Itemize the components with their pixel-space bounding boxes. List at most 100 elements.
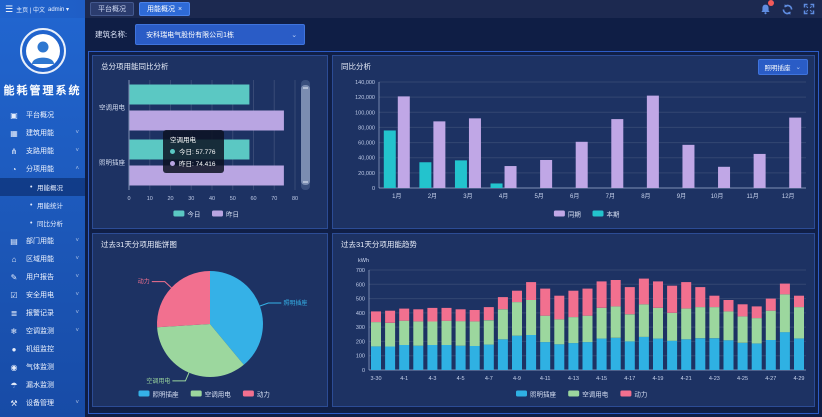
- svg-text:120,000: 120,000: [355, 95, 375, 101]
- energy-trend-chart[interactable]: kWh 0 100 200 300 400 500 600 700 3-30 4-1 4-3 4-5 4-…: [333, 252, 814, 406]
- menu-toggle-icon[interactable]: ☰: [5, 3, 14, 14]
- content-frame: 总分项用能同比分析 0 10 20 30 40 50 60 70 80 空调用电 照明插座 今日 昨日 …: [88, 51, 819, 414]
- topbar-left: ☰ 主页 | 中文 admin ▾: [0, 0, 85, 18]
- panel-pie-31days: 过去31天分项用能饼图 照明插座 空调用电 动力 照明插座 空调用电 动力: [92, 233, 328, 407]
- bank-icon: ⌂: [11, 254, 17, 264]
- sidebar-item[interactable]: ◔ 分项用能 ˄: [0, 160, 85, 178]
- sidebar-subitem[interactable]: • 用能概况: [0, 178, 85, 196]
- svg-text:100,000: 100,000: [355, 110, 375, 116]
- svg-text:300: 300: [356, 325, 365, 331]
- sidebar-item[interactable]: ⌂ 区域用能 ˅: [0, 250, 85, 268]
- svg-text:4月: 4月: [499, 193, 508, 200]
- sidebar-item[interactable]: ☂ 漏水监测: [10, 380, 54, 390]
- panel-title: 总分项用能同比分析: [101, 62, 169, 71]
- chevron-down-icon: ˅: [75, 148, 79, 154]
- tab-item[interactable]: 用能概况 ×: [139, 2, 191, 16]
- building-icon: ▦: [10, 128, 18, 138]
- svg-text:40: 40: [209, 196, 215, 202]
- svg-text:今日: 今日: [187, 210, 200, 219]
- datazoom-slider[interactable]: [301, 80, 310, 190]
- panel-title: 同比分析: [341, 62, 371, 71]
- fullscreen-icon[interactable]: [802, 2, 816, 16]
- svg-text:4-3: 4-3: [428, 376, 436, 382]
- svg-text:30: 30: [188, 196, 194, 202]
- svg-text:11月: 11月: [747, 193, 759, 200]
- chart-legend: 照明插座 空调用电 动力: [138, 390, 270, 399]
- svg-text:70: 70: [271, 196, 277, 202]
- tab-item[interactable]: 平台概况: [90, 2, 134, 16]
- sidebar-item[interactable]: ▦ 建筑用能 ˅: [10, 128, 79, 138]
- dashboard-icon: ▣: [10, 110, 18, 120]
- svg-text:4-1: 4-1: [400, 376, 408, 382]
- bars: [129, 84, 284, 186]
- yoy-chart[interactable]: 0 20,000 40,000 60,000 80,000 100,000 120,000 1…: [333, 74, 814, 228]
- chart-legend: 今日 昨日: [173, 210, 239, 219]
- bell-icon[interactable]: [758, 0, 774, 16]
- pie-slices: [156, 271, 263, 377]
- svg-text:80: 80: [292, 196, 298, 202]
- folder-icon: ▤: [10, 236, 18, 246]
- sidebar-menu: ▣ 平台概况 ▦ 建筑用能 ˅ ⋔ 支路用能 ˅ ◔ 分项用能 ˄ • 用能概况 • 用能统计 • 同比分析 ▤ 部…: [0, 106, 85, 412]
- svg-text:0: 0: [127, 196, 130, 202]
- svg-text:4-21: 4-21: [681, 376, 692, 382]
- bars: [371, 278, 804, 370]
- svg-text:4-13: 4-13: [568, 376, 579, 382]
- sidebar-item[interactable]: ✎ 用户报告 ˅: [10, 272, 79, 282]
- svg-text:140,000: 140,000: [355, 80, 375, 86]
- gas-icon: ◉: [10, 362, 18, 372]
- svg-text:4-17: 4-17: [624, 376, 635, 382]
- svg-text:80,000: 80,000: [358, 125, 375, 131]
- user-menu[interactable]: admin ▾: [47, 6, 70, 13]
- svg-text:空调用电: 空调用电: [205, 390, 232, 399]
- chevron-down-icon: ˅: [75, 310, 79, 316]
- tab-close-icon[interactable]: ×: [178, 5, 183, 13]
- svg-text:4-9: 4-9: [513, 376, 521, 382]
- svg-text:动力: 动力: [257, 390, 270, 399]
- sidebar-item[interactable]: ❄ 空调监测 ˅: [10, 326, 79, 336]
- bars: [383, 95, 802, 188]
- app-title: 能耗管理系统: [3, 85, 82, 97]
- building-selector-row: 建筑名称: 安科瑞电气股份有限公司1栋 ⌄: [85, 18, 822, 51]
- sidebar-item[interactable]: ▣ 平台概况: [10, 110, 54, 120]
- energy-pie-chart[interactable]: 照明插座 空调用电 动力 照明插座 空调用电 动力: [93, 252, 327, 406]
- tab-label: 用能概况: [147, 6, 175, 13]
- svg-text:4-19: 4-19: [652, 376, 663, 382]
- locale-switch[interactable]: 主页 | 中文: [16, 7, 45, 14]
- svg-text:60,000: 60,000: [358, 141, 375, 147]
- sidebar-item[interactable]: ● 机组监控: [0, 340, 85, 358]
- chevron-down-icon: ⌄: [795, 64, 801, 71]
- chart-legend: 同期 本期: [553, 210, 620, 219]
- sidebar-item[interactable]: ≣ 报警记录 ˅: [10, 308, 79, 318]
- branch-icon: ⋔: [10, 146, 18, 156]
- svg-text:照明插座: 照明插座: [153, 390, 180, 399]
- sidebar-subitem[interactable]: • 同比分析: [30, 219, 63, 229]
- chevron-down-icon: ˅: [75, 256, 79, 262]
- svg-text:8月: 8月: [641, 193, 650, 200]
- chevron-up-icon: ˄: [75, 166, 79, 172]
- sidebar-item[interactable]: ◉ 气体监测: [10, 362, 55, 372]
- svg-text:10月: 10月: [711, 193, 724, 200]
- svg-text:4-11: 4-11: [540, 376, 551, 382]
- svg-text:5月: 5月: [534, 193, 543, 200]
- building-select[interactable]: 安科瑞电气股份有限公司1栋 ⌄: [135, 24, 306, 45]
- svg-text:12月: 12月: [782, 193, 795, 200]
- sidebar-item[interactable]: ⚒ 设备管理 ˅: [10, 398, 79, 408]
- category-dropdown[interactable]: 照明插座 ⌄: [757, 59, 808, 75]
- chevron-down-icon: ˅: [75, 328, 79, 334]
- chevron-down-icon: ˅: [75, 238, 79, 244]
- sidebar-item[interactable]: ☑ 安全用电 ˅: [10, 290, 79, 300]
- svg-text:4-29: 4-29: [793, 376, 804, 382]
- sidebar-item[interactable]: ⋔ 支路用能 ˅: [10, 146, 79, 156]
- refresh-icon[interactable]: [780, 2, 794, 16]
- sidebar-item[interactable]: ▤ 部门用能 ˅: [10, 236, 79, 246]
- today-comparison-chart[interactable]: 0 10 20 30 40 50 60 70 80 空调用电 照明插座 今日 昨日: [93, 74, 327, 228]
- svg-text:10: 10: [147, 196, 153, 202]
- svg-text:空调用电: 空调用电: [582, 390, 609, 399]
- camera-icon: ●: [11, 344, 17, 354]
- sidebar-subitem[interactable]: • 用能统计: [30, 201, 63, 211]
- ac-icon: ❄: [10, 326, 18, 336]
- svg-text:40,000: 40,000: [358, 156, 375, 162]
- svg-text:kWh: kWh: [358, 258, 369, 264]
- svg-text:动力: 动力: [634, 390, 647, 399]
